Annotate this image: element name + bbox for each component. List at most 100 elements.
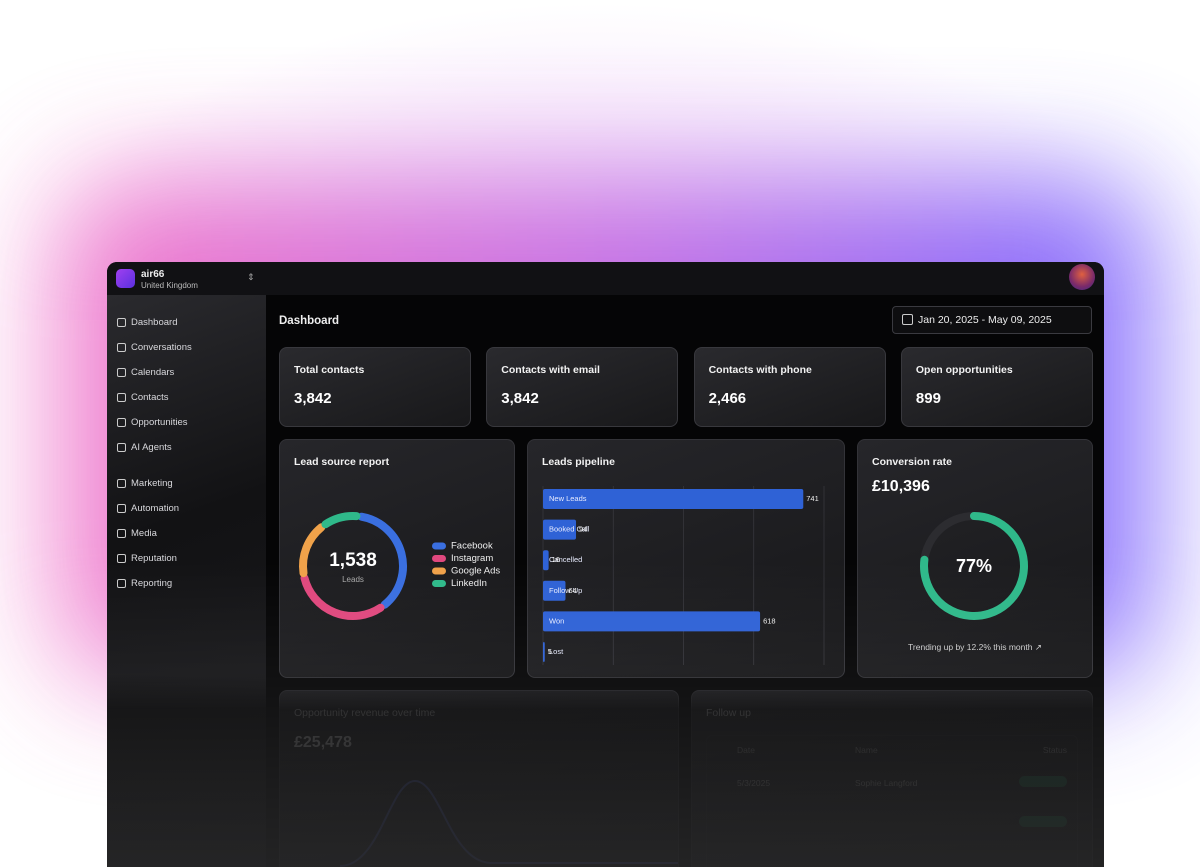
line-decor (339, 779, 678, 867)
org-logo[interactable] (116, 269, 135, 288)
app-window: air66 United Kingdom ⇕ Dashboard Conversa… (107, 262, 1104, 867)
revenue-card: Opportunity revenue over time £25,478 (279, 690, 679, 867)
stat-label: Total contacts (294, 364, 365, 376)
org-switch[interactable]: ⇕ (247, 272, 255, 282)
legend-label: LinkedIn (451, 578, 487, 589)
legend-swatch (432, 580, 446, 587)
stat-card: Open opportunities 899 (900, 347, 1093, 427)
revenue-total: £25,478 (294, 734, 352, 751)
bar-value: 741 (806, 494, 819, 503)
bar-value: 94 (579, 525, 587, 534)
legend-swatch (432, 555, 446, 562)
conversion-card: Conversion rate £10,396 77% Trending up … (857, 439, 1093, 678)
column-header: Date (737, 745, 755, 755)
nav-label: Reputation (131, 553, 177, 564)
nav-item[interactable]: Contacts (107, 390, 266, 406)
trend-text: Trending up by 12.2% this month ↗ (908, 642, 1042, 652)
nav-item[interactable]: Reporting (107, 576, 266, 592)
nav-icon (117, 443, 126, 452)
bar (543, 550, 549, 571)
nav-label: Dashboard (131, 317, 178, 328)
nav-label: Marketing (131, 478, 173, 489)
follow-up-card: Follow up Date Name Status 5/3/2025 Soph… (691, 690, 1093, 867)
donut-total: 1,538 (329, 550, 377, 571)
row-date: 5/3/2025 (737, 778, 771, 788)
nav-item[interactable]: Media (107, 526, 266, 542)
nav-icon (117, 554, 126, 563)
nav-label: Media (131, 528, 157, 539)
bar (543, 611, 761, 632)
nav-label: Contacts (131, 392, 169, 403)
nav-icon (117, 418, 126, 427)
legend-label: Instagram (451, 553, 493, 564)
org-location: United Kingdom (141, 281, 198, 290)
stat-card: Contacts with phone 2,466 (693, 347, 886, 427)
nav-icon (117, 579, 126, 588)
stat-value: 899 (915, 390, 941, 407)
date-range: Jan 20, 2025 - May 09, 2025 (918, 314, 1052, 326)
donut-total-label: Leads (342, 575, 364, 584)
stat-value: 3,842 (294, 390, 332, 407)
nav-label: AI Agents (131, 442, 172, 453)
sidebar: Dashboard Conversations Calendars Contacts O… (107, 295, 266, 867)
nav-icon (117, 393, 126, 402)
stat-label: Contacts with phone (708, 364, 812, 376)
follow-up-table: Date Name Status 5/3/2025 Sophie Langfor… (706, 735, 1078, 867)
nav-label: Automation (131, 503, 180, 514)
nav-item[interactable]: Dashboard (107, 315, 266, 331)
legend-swatch (432, 542, 446, 550)
stat-value: 3,842 (501, 390, 539, 407)
bar-value: 16 (552, 555, 560, 564)
pipeline-card: Leads pipeline New Leads 741 Booked Call 94… (527, 439, 845, 678)
legend-label: Google Ads (451, 566, 500, 577)
bar-value: 5 (548, 647, 552, 656)
card-title: Opportunity revenue over time (294, 707, 436, 719)
nav-item[interactable]: Opportunities (107, 415, 266, 431)
stat-label: Open opportunities (915, 364, 1013, 376)
avatar[interactable] (1069, 264, 1095, 290)
bar (543, 642, 545, 662)
bar-category: Won (549, 616, 564, 625)
stat-card: Contacts with email 3,842 (486, 347, 679, 427)
stat-label: Contacts with email (501, 364, 600, 376)
trend: Trending up by 12.2% this month (908, 642, 1033, 652)
bar-category: Follow Up (549, 586, 582, 595)
bar-category: New Leads (549, 494, 587, 503)
legend-label: Facebook (451, 541, 493, 552)
revenue-line (339, 779, 678, 867)
row-name: Sophie Langford (855, 778, 918, 788)
nav-icon (117, 318, 126, 327)
card-title: Follow up (706, 707, 751, 719)
calendar-icon (902, 314, 913, 325)
nav-item[interactable]: Reputation (107, 551, 266, 567)
gauge-label: 77% (956, 556, 992, 576)
nav-label: Opportunities (131, 417, 188, 428)
nav-item[interactable]: Conversations (107, 340, 266, 356)
nav-icon (117, 479, 126, 488)
legend-swatch (432, 567, 446, 575)
page-title: Dashboard (279, 315, 340, 327)
bar-value: 618 (763, 616, 776, 625)
nav-icon (117, 368, 126, 377)
nav-item[interactable]: Marketing (107, 476, 266, 492)
nav-label: Calendars (131, 367, 175, 378)
donut-segment (321, 512, 361, 529)
stat-value: 2,466 (708, 390, 747, 407)
main: Dashboard Jan 20, 2025 - May 09, 2025 To… (266, 295, 1104, 867)
top-bar: air66 United Kingdom ⇕ (107, 262, 1104, 295)
date-picker[interactable]: Jan 20, 2025 - May 09, 2025 (892, 306, 1092, 334)
status-pill (1019, 816, 1067, 827)
nav-item[interactable]: Automation (107, 501, 266, 517)
column-header: Name (855, 745, 878, 755)
nav-label: Conversations (131, 342, 192, 353)
nav-icon (117, 343, 126, 352)
nav-item[interactable]: Calendars (107, 365, 266, 381)
column-header: Status (1042, 745, 1067, 755)
lead-source-card: Lead source report Facebook Instagram Goog… (279, 439, 515, 678)
status-pill (1019, 776, 1067, 787)
bar-value: 64 (568, 586, 576, 595)
nav-item[interactable]: AI Agents (107, 440, 266, 456)
